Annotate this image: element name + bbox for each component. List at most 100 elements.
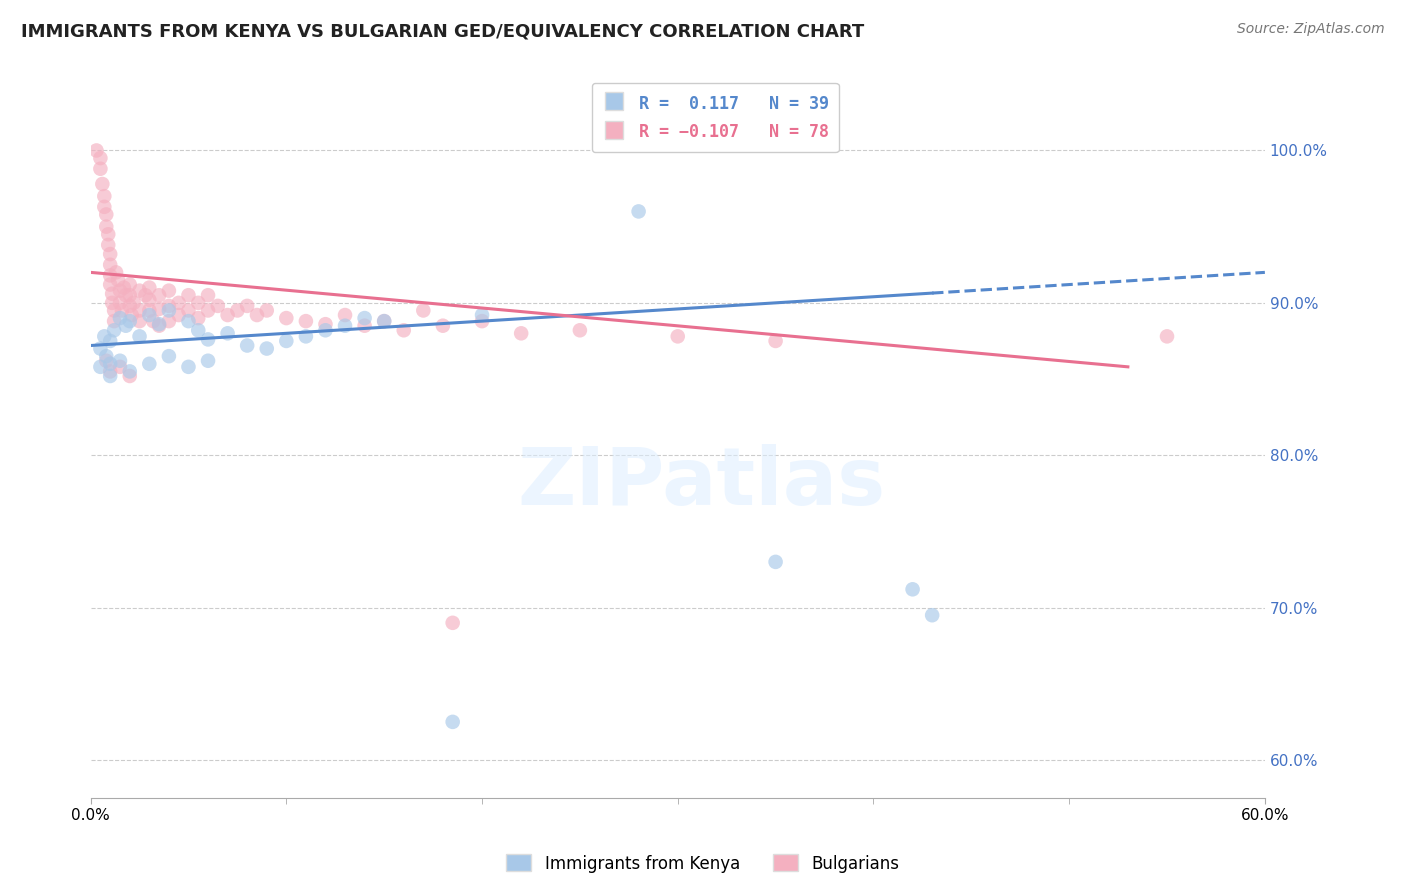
Point <box>441 615 464 630</box>
Point <box>128 314 150 328</box>
Point <box>97 227 120 242</box>
Point <box>93 189 115 203</box>
Point <box>187 311 209 326</box>
Point <box>471 314 494 328</box>
Point <box>148 318 170 333</box>
Point <box>108 296 131 310</box>
Point <box>236 299 259 313</box>
Point <box>107 273 129 287</box>
Point <box>101 286 124 301</box>
Point <box>98 268 121 283</box>
Point <box>167 308 190 322</box>
Point <box>128 284 150 298</box>
Point <box>138 303 160 318</box>
Point <box>98 369 121 384</box>
Point <box>1156 329 1178 343</box>
Point <box>96 353 118 368</box>
Point <box>98 277 121 292</box>
Point <box>187 323 209 337</box>
Point <box>112 280 135 294</box>
Point <box>392 323 415 337</box>
Point <box>765 334 787 348</box>
Point <box>108 311 131 326</box>
Legend: R =  0.117   N = 39, R = −0.107   N = 78: R = 0.117 N = 39, R = −0.107 N = 78 <box>592 83 839 152</box>
Point <box>295 314 318 328</box>
Legend: Immigrants from Kenya, Bulgarians: Immigrants from Kenya, Bulgarians <box>499 847 907 880</box>
Point <box>138 357 160 371</box>
Point <box>105 265 128 279</box>
Point <box>103 314 125 328</box>
Point <box>765 555 787 569</box>
Point <box>256 342 278 356</box>
Point <box>86 144 108 158</box>
Point <box>167 296 190 310</box>
Point <box>138 308 160 322</box>
Point <box>93 200 115 214</box>
Point <box>93 329 115 343</box>
Point <box>115 318 138 333</box>
Point <box>333 318 356 333</box>
Point <box>103 303 125 318</box>
Point <box>148 288 170 302</box>
Point <box>177 288 200 302</box>
Point <box>91 177 114 191</box>
Point <box>157 284 180 298</box>
Point <box>568 323 591 337</box>
Point <box>295 329 318 343</box>
Point <box>98 334 121 348</box>
Point <box>89 151 111 165</box>
Point <box>901 582 924 597</box>
Point <box>207 299 229 313</box>
Point <box>157 314 180 328</box>
Text: IMMIGRANTS FROM KENYA VS BULGARIAN GED/EQUIVALENCY CORRELATION CHART: IMMIGRANTS FROM KENYA VS BULGARIAN GED/E… <box>21 22 865 40</box>
Point <box>471 308 494 322</box>
Point <box>138 280 160 294</box>
Point <box>157 349 180 363</box>
Point <box>108 284 131 298</box>
Point <box>96 207 118 221</box>
Point <box>314 323 336 337</box>
Point <box>197 288 219 302</box>
Point <box>128 329 150 343</box>
Point <box>96 349 118 363</box>
Point <box>197 353 219 368</box>
Point <box>138 293 160 307</box>
Point <box>353 311 375 326</box>
Point <box>217 326 239 341</box>
Point <box>256 303 278 318</box>
Point <box>118 288 141 302</box>
Point <box>148 317 170 331</box>
Point <box>666 329 689 343</box>
Point <box>118 364 141 378</box>
Point <box>353 318 375 333</box>
Point <box>118 299 141 313</box>
Point <box>373 314 395 328</box>
Point <box>142 314 165 328</box>
Point <box>412 303 434 318</box>
Point <box>921 608 943 623</box>
Point <box>98 258 121 272</box>
Point <box>97 238 120 252</box>
Point <box>128 303 150 318</box>
Point <box>314 317 336 331</box>
Point <box>148 301 170 316</box>
Point <box>177 303 200 318</box>
Point <box>197 303 219 318</box>
Point <box>177 314 200 328</box>
Point <box>510 326 533 341</box>
Point <box>197 333 219 347</box>
Point <box>236 338 259 352</box>
Point <box>627 204 650 219</box>
Point <box>217 308 239 322</box>
Point <box>89 342 111 356</box>
Point <box>246 308 269 322</box>
Point <box>108 353 131 368</box>
Point <box>187 296 209 310</box>
Point <box>122 296 145 310</box>
Point <box>111 303 134 318</box>
Text: Source: ZipAtlas.com: Source: ZipAtlas.com <box>1237 22 1385 37</box>
Point <box>89 161 111 176</box>
Point <box>101 296 124 310</box>
Point <box>108 359 131 374</box>
Point <box>115 288 138 302</box>
